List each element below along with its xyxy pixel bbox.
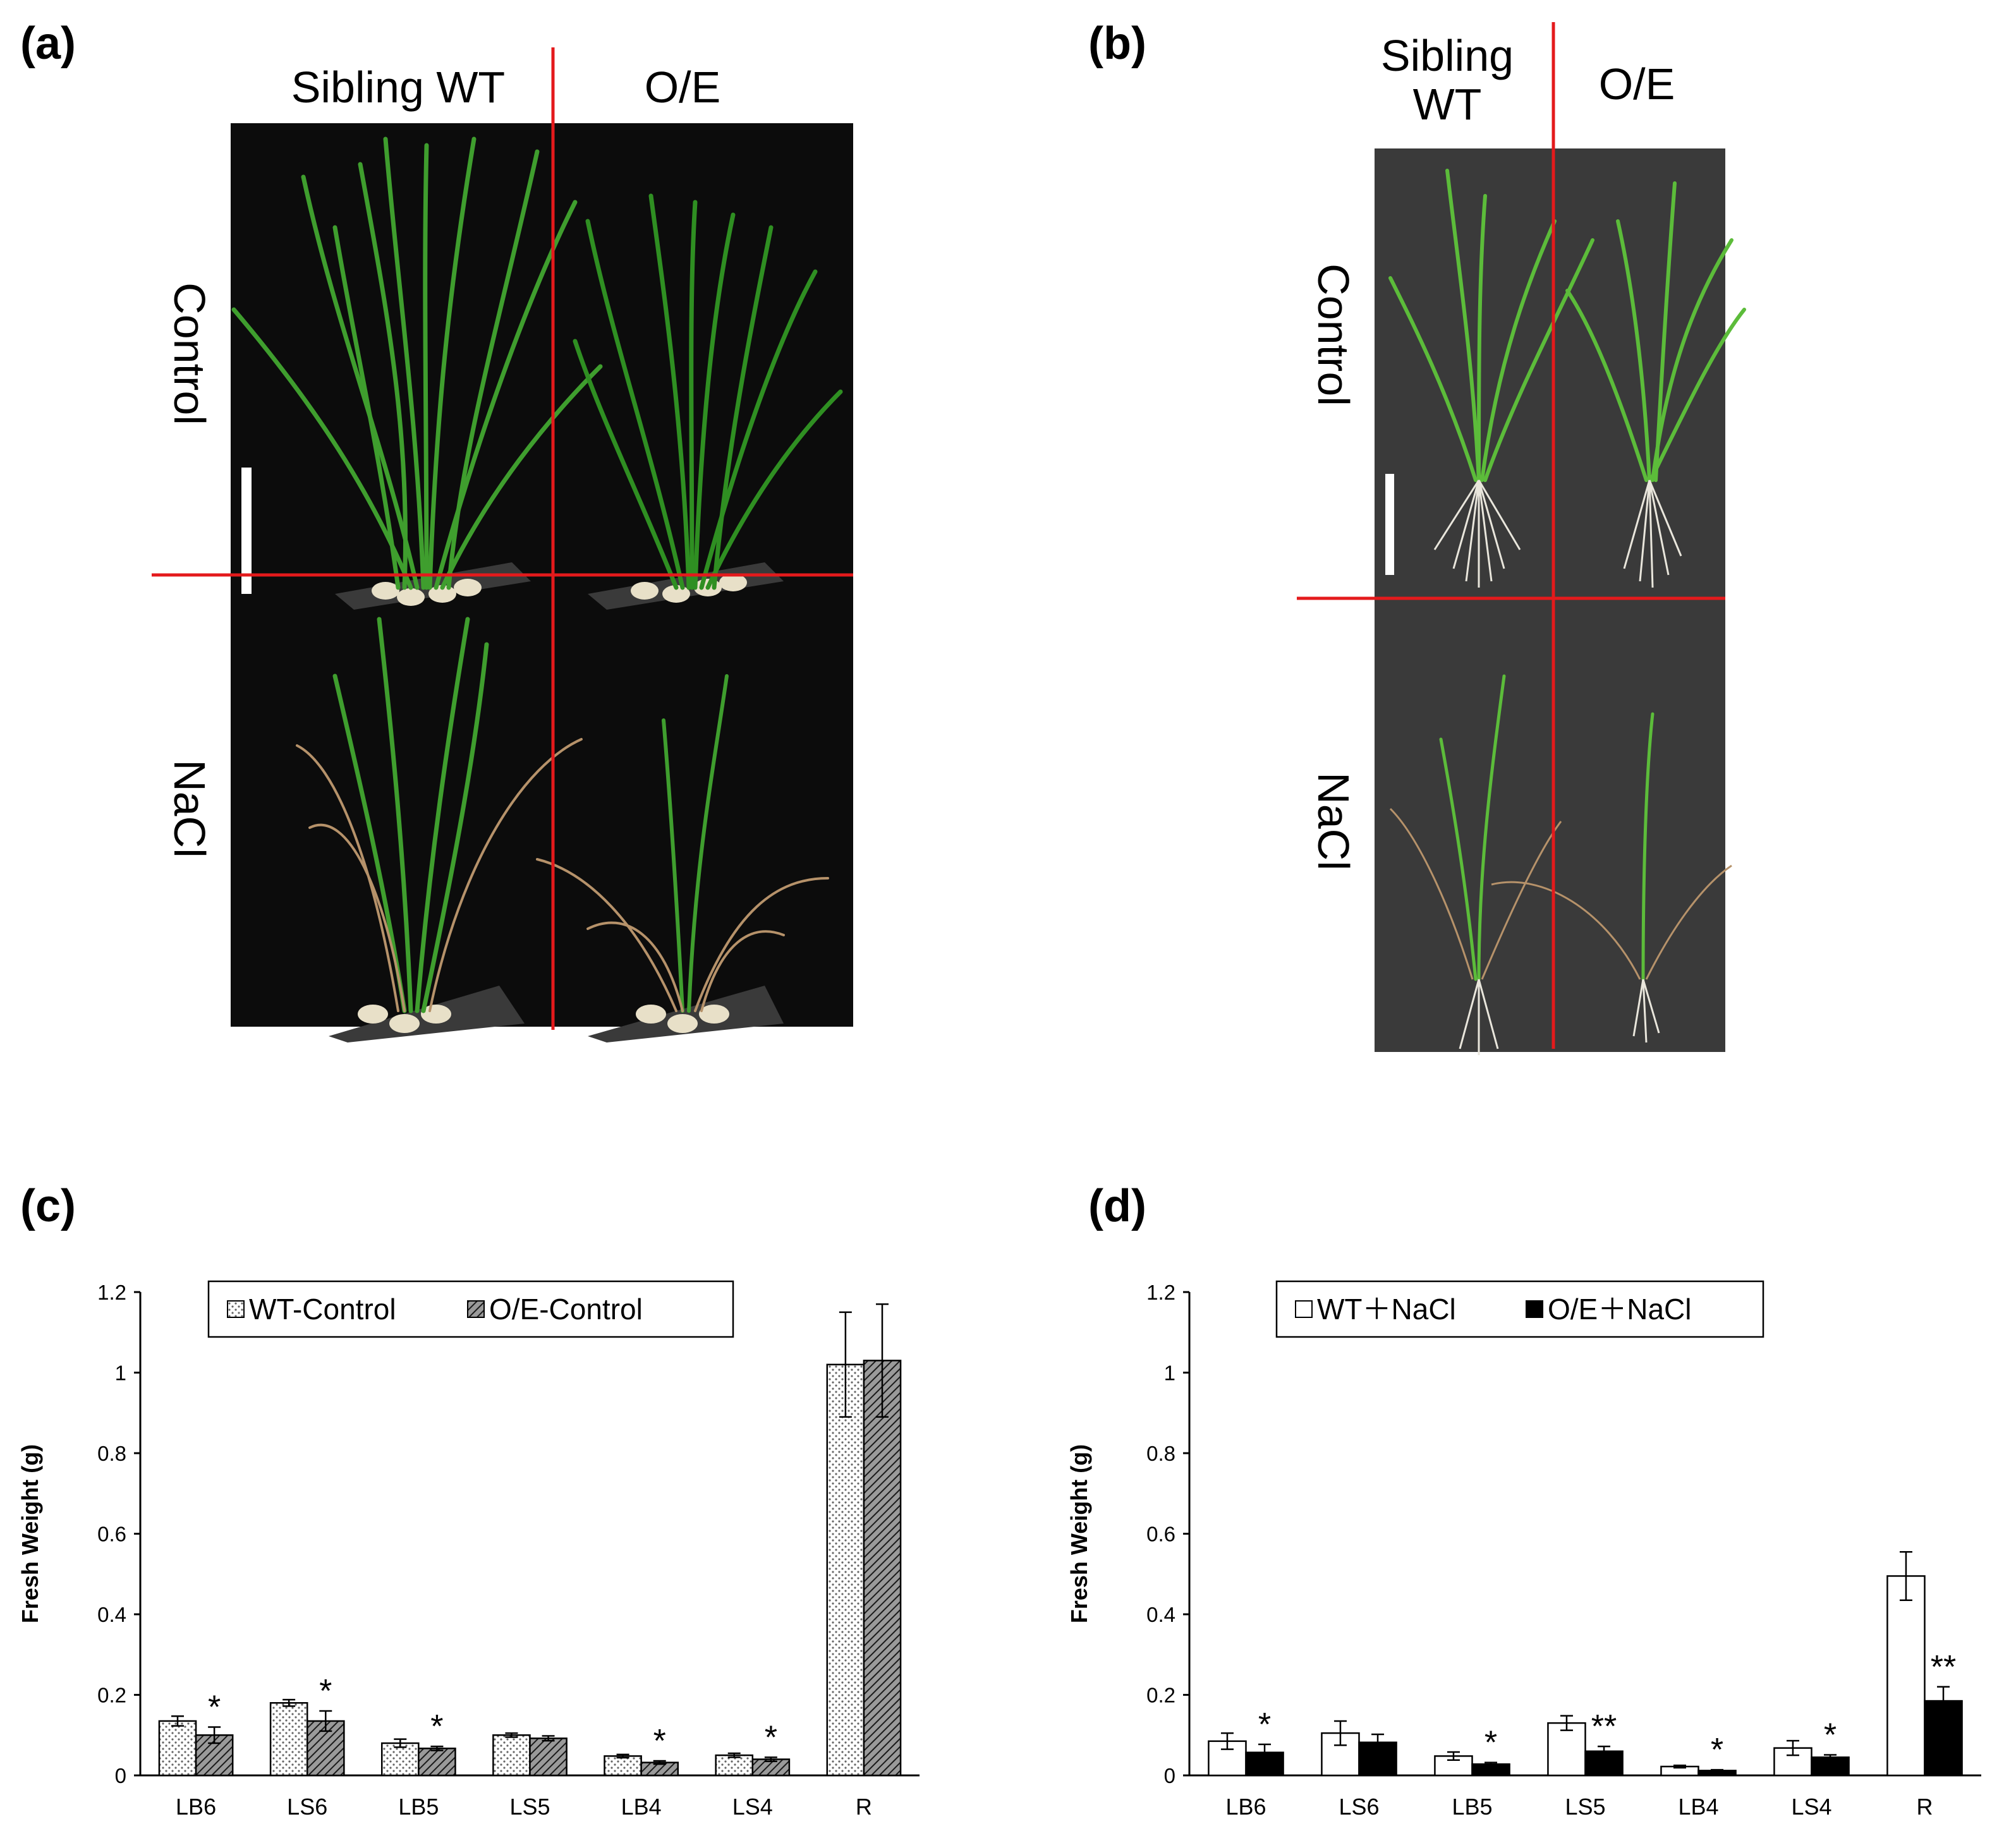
roots-wt-nacl [1459,979,1499,1055]
bar-WT-Control [158,1720,197,1777]
significance-marker: * [1258,1707,1271,1743]
panel-label-d: (d) [1088,1181,1146,1231]
legend-box [1275,1280,1764,1338]
panel-label-c: (c) [20,1181,76,1231]
significance-marker: * [765,1719,777,1756]
leaves-oe-nacl [662,674,729,1013]
roots-oe-nacl [1632,979,1660,1043]
x-tick-label: LS4 [732,1794,773,1820]
y-tick-label: 0.4 [97,1603,126,1626]
significance-marker: * [430,1708,443,1745]
legend-entry: WT＋NaCl [1317,1293,1456,1326]
significance-marker: ** [1591,1708,1617,1745]
significance-marker: * [1485,1725,1497,1761]
x-tick-label: LB6 [1225,1794,1266,1820]
chart-d: 0 0.2 0.4 0.6 0.8 1 1.2 Fresh Weight (g) LB6 * LS6… [1066,1280,1981,1820]
leaves-oe-control [573,193,843,590]
photo-background [1375,148,1725,1052]
x-tick-label: LS6 [287,1794,327,1820]
leaves-wt-control [1388,169,1594,482]
legend-swatch [227,1300,245,1318]
leaves-oe-nacl [1641,712,1655,981]
bar-WT＋NaCl [1547,1722,1586,1777]
y-tick-label: 0.8 [1146,1442,1175,1465]
column-header-sibling-wt: Sibling WT [1380,31,1514,129]
photo-panel-a [152,47,853,1042]
plot-area: 0 0.2 0.4 0.6 0.8 1 1.2 Fresh Weight (g) LB6 * LS6… [1066,1280,1981,1820]
bar-WT-Control [492,1734,531,1777]
dry-leaves-wt-nacl [296,738,583,1012]
dry-leaves-oe-nacl [1491,864,1732,980]
column-header-oe: O/E [644,63,721,112]
bar-O/E-Control [529,1737,568,1777]
bar-WT-Control [826,1363,865,1777]
bar-WT＋NaCl [1321,1732,1360,1777]
x-tick-label: LB5 [1452,1794,1492,1820]
y-axis-label: Fresh Weight (g) [1066,1444,1092,1623]
y-axis-label: Fresh Weight (g) [17,1444,43,1623]
bar-O/E-Control [418,1748,456,1777]
bar-WT-Control [604,1755,642,1777]
x-tick-label: LS5 [509,1794,550,1820]
legend-entry: O/E-Control [489,1293,643,1326]
y-tick-label: 0.6 [97,1523,126,1546]
x-tick-label: R [1917,1794,1933,1820]
y-tick-label: 0.2 [97,1684,126,1707]
y-tick-label: 0 [115,1764,126,1787]
y-tick-label: 0 [1164,1764,1175,1787]
roots-oe-control [1623,480,1682,588]
legend-swatch [1295,1300,1313,1318]
y-tick-label: 0.6 [1146,1523,1175,1546]
x-tick-label: LB5 [398,1794,439,1820]
x-tick-label: LB6 [176,1794,216,1820]
significance-marker: * [1711,1732,1723,1768]
y-tick-label: 1.2 [1146,1281,1175,1304]
x-tick-label: LB4 [621,1794,662,1820]
y-tick-label: 0.4 [1146,1603,1175,1626]
y-tick-label: 1.2 [97,1281,126,1304]
bar-WT＋NaCl [1886,1575,1926,1777]
photo-panel-b [1297,22,1746,1055]
bar-WT-Control [269,1702,308,1777]
chart-c: 0 0.2 0.4 0.6 0.8 1 1.2 Fresh Weight (g) LB6 * LS6… [17,1280,920,1820]
y-tick-label: 1 [1164,1362,1175,1385]
stand [588,986,784,1042]
bar-WT-Control [715,1754,754,1777]
dry-leaves-oe-nacl [536,858,829,1012]
plot-area: 0 0.2 0.4 0.6 0.8 1 1.2 Fresh Weight (g) LB6 * LS6… [17,1280,920,1820]
bar-O/E-Control [863,1360,902,1777]
y-tick-label: 1 [115,1362,126,1385]
y-tick-label: 0.2 [1146,1684,1175,1707]
legend-entry: O/E＋NaCl [1548,1293,1691,1326]
roots-wt-control [1433,480,1521,588]
legend-swatch [467,1300,485,1318]
x-tick-label: LS6 [1339,1794,1379,1820]
significance-marker: * [653,1723,666,1760]
legend-entry: WT-Control [249,1293,396,1326]
bar-O/E＋NaCl [1358,1741,1397,1777]
x-tick-label: LB4 [1678,1794,1718,1820]
x-tick-label: R [856,1794,872,1820]
x-tick-label: LS4 [1791,1794,1831,1820]
x-tick-label: LS5 [1565,1794,1605,1820]
significance-marker: ** [1931,1649,1956,1686]
significance-marker: * [208,1689,221,1726]
scale-bar [241,468,252,594]
bar-WT-Control [380,1742,420,1777]
leaves-oe-control [1565,181,1746,482]
leaves-wt-nacl [1439,674,1506,981]
column-header-sibling-wt: Sibling WT [291,63,506,112]
significance-marker: * [1824,1717,1837,1753]
panel-label-b: (b) [1088,18,1146,69]
significance-marker: * [319,1673,332,1710]
y-tick-label: 0.8 [97,1442,126,1465]
scale-bar [1385,474,1394,575]
panel-label-a: (a) [20,18,76,69]
legend-swatch [1526,1300,1543,1318]
column-header-oe: O/E [1598,59,1675,109]
